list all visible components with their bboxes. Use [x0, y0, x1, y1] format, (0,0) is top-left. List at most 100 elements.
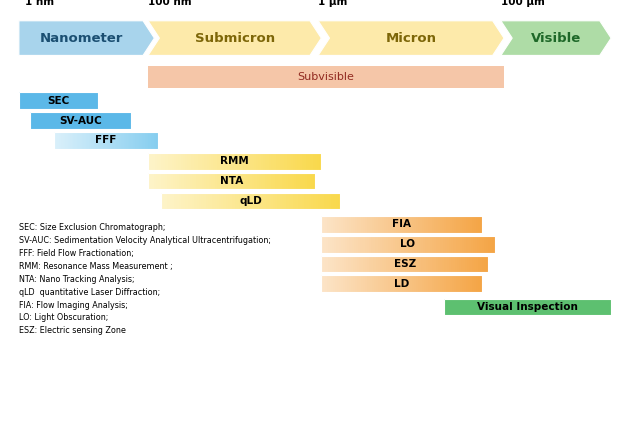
Bar	[175, 173, 177, 190]
Bar	[418, 216, 420, 233]
Polygon shape	[318, 21, 504, 55]
Bar	[442, 255, 444, 272]
Bar	[361, 255, 363, 272]
Bar	[248, 173, 250, 190]
Bar	[432, 275, 433, 292]
Bar	[81, 132, 82, 149]
Bar	[396, 216, 398, 233]
Bar	[323, 255, 326, 272]
Bar	[362, 275, 364, 292]
Bar	[387, 275, 389, 292]
Bar	[341, 216, 343, 233]
Bar	[168, 153, 169, 170]
Bar	[246, 173, 248, 190]
Bar	[357, 255, 359, 272]
Bar	[433, 275, 436, 292]
Bar	[188, 173, 190, 190]
Bar	[478, 236, 479, 252]
Bar	[76, 132, 77, 149]
Bar	[168, 193, 169, 209]
Bar	[296, 173, 299, 190]
Bar	[243, 153, 246, 170]
Bar	[449, 255, 450, 272]
Bar	[253, 193, 255, 209]
Bar	[486, 255, 488, 272]
Bar	[150, 173, 152, 190]
Bar	[135, 132, 137, 149]
Bar	[277, 193, 280, 209]
Bar	[438, 255, 440, 272]
Bar	[328, 255, 329, 272]
Bar	[259, 173, 261, 190]
Bar	[462, 216, 464, 233]
Bar	[432, 255, 434, 272]
Bar	[345, 236, 347, 252]
Bar	[392, 216, 394, 233]
Bar	[183, 173, 186, 190]
Bar	[490, 236, 493, 252]
Bar	[183, 193, 185, 209]
Bar	[371, 236, 373, 252]
Bar	[282, 153, 285, 170]
Bar	[256, 153, 258, 170]
Bar	[201, 193, 203, 209]
Bar	[301, 173, 302, 190]
Bar	[448, 275, 450, 292]
Bar	[104, 132, 106, 149]
Bar	[307, 193, 309, 209]
Text: FFF: FFF	[95, 135, 116, 145]
Bar	[451, 236, 454, 252]
Bar	[188, 193, 190, 209]
Bar	[403, 255, 405, 272]
Bar	[219, 153, 222, 170]
Bar	[410, 275, 411, 292]
Bar	[223, 173, 226, 190]
Bar	[306, 153, 308, 170]
Bar	[488, 236, 490, 252]
Bar	[375, 255, 377, 272]
Bar	[71, 132, 72, 149]
Bar	[261, 153, 263, 170]
Bar	[312, 153, 315, 170]
Bar	[338, 255, 340, 272]
Bar	[333, 216, 335, 233]
Bar	[406, 275, 408, 292]
Bar	[335, 216, 338, 233]
Bar	[286, 173, 288, 190]
Bar	[250, 173, 253, 190]
Bar	[404, 236, 406, 252]
Bar	[163, 153, 165, 170]
Bar	[161, 193, 340, 209]
Bar	[226, 193, 228, 209]
Bar	[183, 153, 185, 170]
Bar	[408, 236, 410, 252]
Bar	[161, 193, 163, 209]
Bar	[208, 193, 210, 209]
Bar	[248, 153, 250, 170]
Bar	[455, 236, 458, 252]
Bar	[460, 216, 462, 233]
Bar	[88, 132, 89, 149]
Bar	[326, 236, 328, 252]
Bar	[386, 216, 387, 233]
Bar	[444, 255, 447, 272]
Bar	[355, 216, 357, 233]
Bar	[154, 132, 155, 149]
Bar	[462, 275, 464, 292]
Bar	[394, 255, 396, 272]
Bar	[221, 193, 224, 209]
Bar	[292, 173, 294, 190]
Bar	[334, 255, 336, 272]
Bar	[315, 153, 317, 170]
Bar	[328, 236, 330, 252]
Bar	[445, 236, 447, 252]
Bar	[117, 132, 118, 149]
Bar	[140, 132, 142, 149]
Text: 1 μm: 1 μm	[318, 0, 348, 7]
Text: SEC: SEC	[47, 96, 69, 106]
Polygon shape	[19, 21, 154, 55]
Bar	[358, 236, 360, 252]
Bar	[69, 132, 71, 149]
Polygon shape	[501, 21, 611, 55]
Bar	[455, 255, 457, 272]
